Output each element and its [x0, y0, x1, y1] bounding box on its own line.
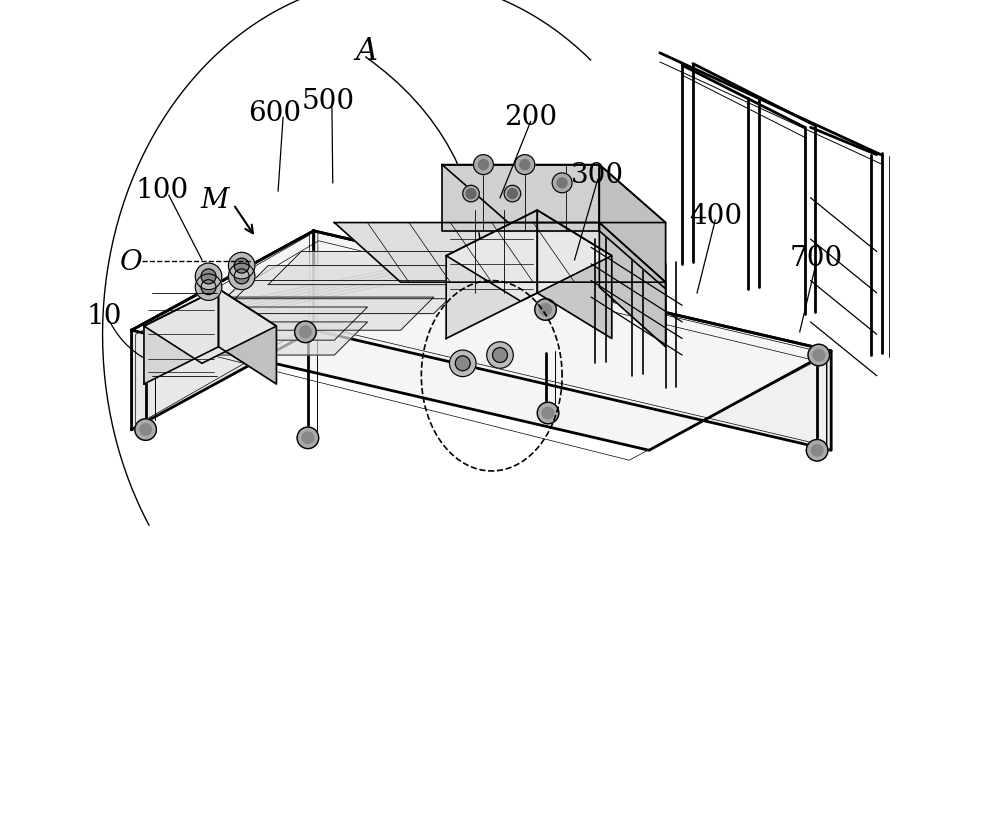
Text: 400: 400: [689, 203, 742, 230]
Circle shape: [474, 155, 493, 175]
Polygon shape: [442, 165, 666, 223]
Polygon shape: [446, 211, 537, 339]
Polygon shape: [268, 252, 533, 285]
Polygon shape: [210, 281, 467, 314]
Circle shape: [811, 445, 823, 457]
Text: 300: 300: [571, 162, 624, 189]
Polygon shape: [599, 223, 666, 347]
Circle shape: [302, 433, 314, 444]
Circle shape: [201, 280, 216, 295]
Circle shape: [297, 428, 319, 449]
Circle shape: [520, 160, 530, 170]
Polygon shape: [235, 266, 500, 299]
Circle shape: [300, 327, 311, 338]
Polygon shape: [152, 308, 368, 341]
Polygon shape: [144, 289, 218, 385]
Circle shape: [504, 186, 521, 203]
Circle shape: [537, 403, 559, 424]
Circle shape: [455, 356, 470, 371]
Circle shape: [463, 186, 479, 203]
Circle shape: [557, 179, 567, 189]
Circle shape: [195, 264, 222, 290]
Circle shape: [234, 270, 249, 284]
Circle shape: [808, 345, 830, 366]
Text: A: A: [355, 36, 377, 67]
Polygon shape: [314, 232, 831, 451]
Circle shape: [295, 322, 316, 343]
Circle shape: [234, 259, 249, 274]
Circle shape: [195, 275, 222, 301]
Circle shape: [507, 189, 517, 199]
Circle shape: [228, 264, 255, 290]
Polygon shape: [152, 323, 368, 356]
Circle shape: [135, 419, 156, 441]
Polygon shape: [446, 211, 612, 302]
Text: 10: 10: [86, 303, 122, 329]
Circle shape: [140, 424, 151, 436]
Polygon shape: [132, 232, 314, 430]
Circle shape: [449, 351, 476, 377]
Circle shape: [542, 408, 554, 419]
Text: 700: 700: [790, 245, 843, 271]
Circle shape: [493, 348, 507, 363]
Polygon shape: [218, 289, 276, 385]
Polygon shape: [144, 289, 276, 364]
Circle shape: [201, 270, 216, 284]
Circle shape: [515, 155, 535, 175]
Circle shape: [466, 189, 476, 199]
Polygon shape: [185, 298, 434, 331]
Polygon shape: [442, 165, 599, 232]
Circle shape: [552, 174, 572, 194]
Polygon shape: [537, 211, 612, 339]
Text: M: M: [200, 187, 229, 213]
Polygon shape: [599, 165, 666, 289]
Circle shape: [535, 299, 556, 321]
Text: 100: 100: [136, 177, 189, 203]
Text: O: O: [120, 249, 143, 275]
Text: 500: 500: [301, 88, 354, 114]
Circle shape: [228, 253, 255, 280]
Polygon shape: [132, 232, 831, 451]
Circle shape: [478, 160, 488, 170]
Circle shape: [813, 350, 825, 361]
Circle shape: [487, 342, 513, 369]
Circle shape: [806, 440, 828, 461]
Text: 600: 600: [248, 100, 301, 127]
Polygon shape: [334, 223, 666, 283]
Text: 200: 200: [504, 104, 557, 131]
Circle shape: [540, 304, 551, 316]
